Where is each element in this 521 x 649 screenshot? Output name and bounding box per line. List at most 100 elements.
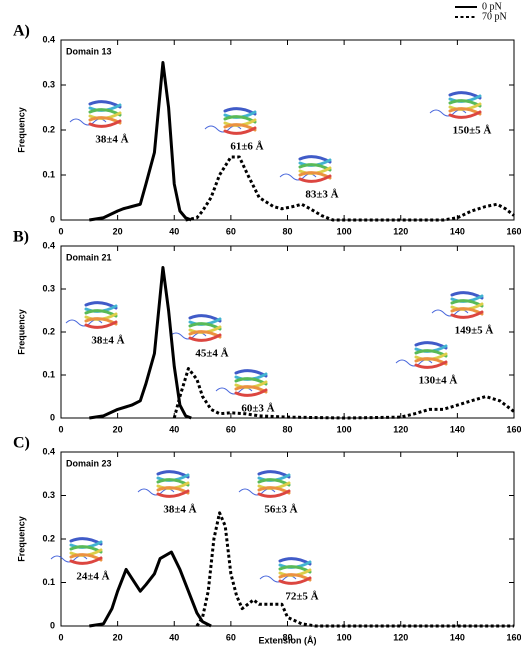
- x-tick-label: 160: [506, 632, 521, 642]
- protein-cartoon: [395, 341, 448, 369]
- panel-label: A): [13, 23, 30, 40]
- protein-cartoon: [238, 470, 291, 498]
- y-tick-label: 0: [50, 620, 55, 630]
- y-axis-label: Frequency: [16, 107, 26, 153]
- protein-strand: [450, 310, 484, 319]
- annotation: 130±4 Å: [419, 375, 458, 387]
- annotation: 61±6 Å: [230, 141, 263, 153]
- x-tick-label: 20: [113, 424, 123, 434]
- x-tick-label: 120: [393, 226, 408, 236]
- protein-linker: [238, 488, 276, 496]
- x-tick-label: 60: [226, 632, 236, 642]
- annotation: 38±4 Å: [163, 504, 196, 516]
- protein-linker: [65, 319, 103, 327]
- protein-cartoon: [259, 557, 312, 585]
- x-tick-label: 140: [450, 226, 465, 236]
- protein-cartoon: [69, 100, 122, 128]
- x-tick-label: 140: [450, 632, 465, 642]
- x-tick-label: 100: [337, 632, 352, 642]
- protein-strand: [448, 110, 482, 119]
- y-tick-label: 0: [50, 214, 55, 224]
- domain-title: Domain 13: [66, 46, 112, 56]
- protein-linker: [215, 387, 253, 395]
- annotation: 24±4 Å: [76, 571, 109, 583]
- protein-cartoon: [137, 470, 190, 498]
- series-line: [185, 155, 515, 222]
- protein-cartoon: [50, 537, 103, 565]
- protein-linker: [69, 118, 107, 126]
- y-tick-label: 0.3: [42, 490, 55, 500]
- annotation: 38±4 Å: [95, 134, 128, 146]
- y-tick-label: 0.4: [42, 240, 55, 250]
- protein-cartoon: [215, 369, 268, 397]
- x-tick-label: 20: [113, 226, 123, 236]
- x-tick-label: 100: [337, 226, 352, 236]
- protein-strand: [298, 174, 332, 183]
- plot-frame: [60, 245, 515, 419]
- domain-title: Domain 23: [66, 458, 112, 468]
- x-tick-label: 0: [58, 632, 63, 642]
- protein-linker: [431, 309, 469, 317]
- x-tick-label: 80: [282, 226, 292, 236]
- series-line: [172, 367, 515, 420]
- x-tick-label: 160: [506, 226, 521, 236]
- y-axis-label: Frequency: [16, 309, 26, 355]
- domain-title: Domain 21: [66, 252, 112, 262]
- annotation: 38±4 Å: [91, 335, 124, 347]
- y-tick-label: 0.1: [42, 369, 55, 379]
- y-tick-label: 0.1: [42, 169, 55, 179]
- series-line: [195, 511, 514, 628]
- protein-cartoon: [429, 91, 482, 119]
- x-tick-label: 40: [169, 424, 179, 434]
- y-tick-label: 0.4: [42, 34, 55, 44]
- protein-linker: [429, 109, 467, 117]
- protein-strand: [69, 556, 103, 565]
- legend-label: 0 pN: [482, 1, 502, 12]
- protein-cartoon: [169, 314, 222, 342]
- x-axis-label: Extension (Å): [258, 635, 316, 645]
- protein-linker: [204, 125, 242, 133]
- protein-cartoon: [204, 107, 257, 135]
- panel-label: C): [13, 435, 30, 452]
- x-tick-label: 120: [393, 424, 408, 434]
- protein-strand: [223, 126, 257, 135]
- x-tick-label: 140: [450, 424, 465, 434]
- x-tick-label: 120: [393, 632, 408, 642]
- protein-strand: [414, 360, 448, 369]
- x-tick-label: 60: [226, 424, 236, 434]
- protein-cartoon: [65, 301, 118, 329]
- y-tick-label: 0.2: [42, 326, 55, 336]
- x-tick-label: 0: [58, 226, 63, 236]
- x-tick-label: 40: [169, 226, 179, 236]
- annotation: 149±5 Å: [455, 325, 494, 337]
- x-tick-label: 80: [282, 632, 292, 642]
- x-tick-label: 0: [58, 424, 63, 434]
- protein-linker: [169, 332, 207, 340]
- x-tick-label: 60: [226, 226, 236, 236]
- protein-strand: [234, 388, 268, 397]
- series-line: [89, 550, 212, 628]
- annotation: 83±3 Å: [305, 189, 338, 201]
- series-line: [89, 61, 192, 222]
- y-tick-label: 0.4: [42, 446, 55, 456]
- protein-linker: [259, 575, 297, 583]
- protein-cartoon: [431, 291, 484, 319]
- protein-strand: [156, 489, 190, 498]
- protein-linker: [50, 555, 88, 563]
- y-tick-label: 0.1: [42, 577, 55, 587]
- series-line: [89, 266, 192, 420]
- y-tick-label: 0.2: [42, 124, 55, 134]
- y-tick-label: 0: [50, 412, 55, 422]
- protein-linker: [137, 488, 175, 496]
- protein-strand: [88, 119, 122, 128]
- x-tick-label: 80: [282, 424, 292, 434]
- x-tick-label: 20: [113, 632, 123, 642]
- annotation: 72±5 Å: [285, 591, 318, 603]
- protein-strand: [84, 320, 118, 329]
- y-axis-label: Frequency: [16, 516, 26, 562]
- x-tick-label: 40: [169, 632, 179, 642]
- panel-label: B): [13, 229, 29, 246]
- annotation: 45±4 Å: [195, 348, 228, 360]
